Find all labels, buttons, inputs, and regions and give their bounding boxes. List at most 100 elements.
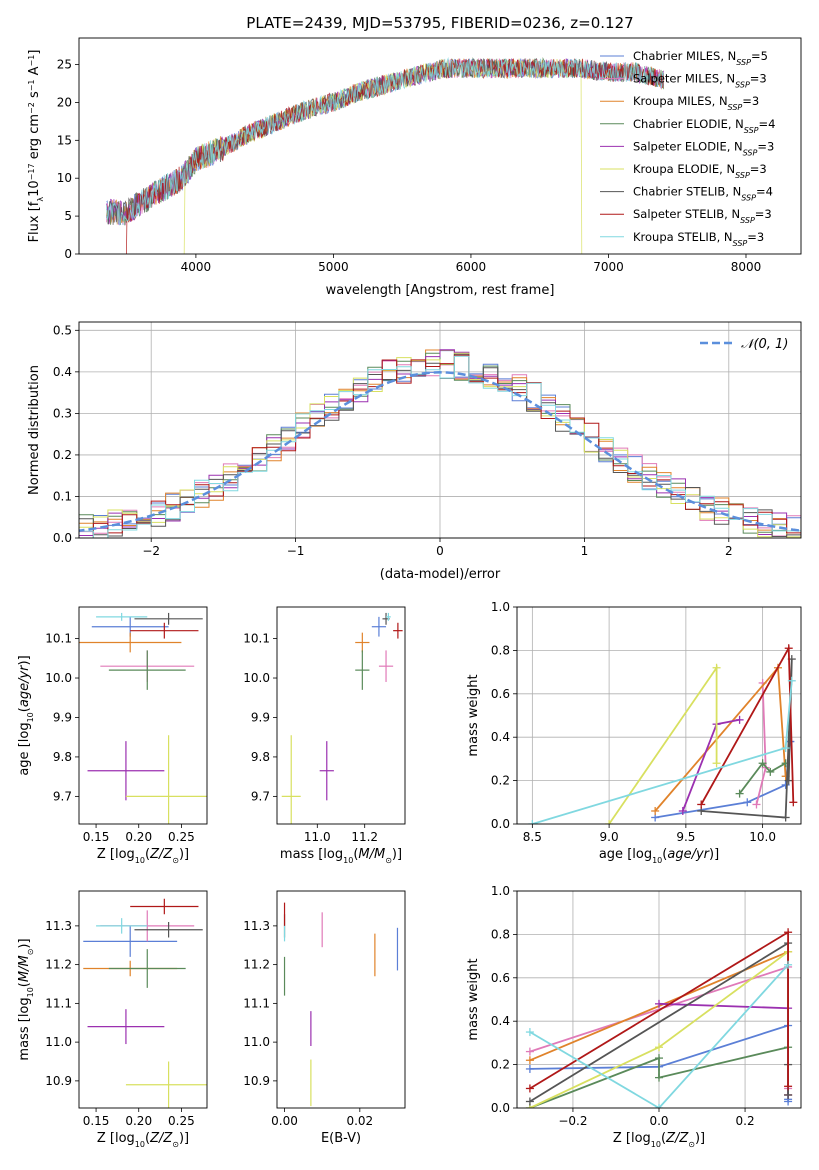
residuals-ytick-label: 0.5: [53, 323, 72, 337]
weight-vs-z-ytick-label: 0.2: [491, 1058, 510, 1072]
mass-vs-ebv-ytick-label: 11.3: [243, 919, 270, 933]
weight-vs-age-ytick-label: 0.8: [491, 643, 510, 657]
weight-vs-z-ytick-label: 0.0: [491, 1101, 510, 1115]
mass-vs-ebv-xlabel: E(B-V): [321, 1131, 361, 1146]
spectrum-frame: [78, 37, 802, 255]
weight-vs-z-ytick-label: 1.0: [491, 884, 510, 898]
spectrum-series-8: [106, 56, 664, 226]
weight-vs-z-series-3: [529, 1046, 789, 1108]
weight-vs-z-ytick-label: 0.4: [491, 1014, 510, 1028]
weight-vs-age-xtick-label: 8.5: [523, 830, 542, 844]
spectrum-legend-label-1: Salpeter MILES, NSSP=3: [633, 72, 767, 90]
weight-vs-z-ylabel: mass weight: [466, 958, 481, 1040]
age-vs-mass-ytick-label: 10.0: [243, 671, 270, 685]
weight-vs-z-axes: −0.2 0.0 0.2 0.0 0.2 0.4 0.6 0.8 1.0 Z [log10(Z/Z…: [466, 884, 802, 1149]
spectrum-ytick-label: 25: [57, 58, 72, 72]
residuals-legend-label: 𝒩(0, 1): [741, 337, 788, 352]
weight-vs-age-ytick-label: 0.4: [491, 730, 510, 744]
mass-vs-z-xtick-label: 0.20: [125, 1114, 152, 1128]
age-vs-z-ytick-label: 9.9: [53, 710, 72, 724]
weight-vs-age-series-3: [738, 761, 787, 795]
residuals-xlabel: (data-model)/error: [380, 567, 501, 582]
weight-vs-age-frame: [516, 606, 802, 825]
mass-vs-z-ytick-label: 11.3: [45, 919, 72, 933]
age-vs-z-xlabel: Z [log10(Z/Z⊙)]: [97, 847, 189, 865]
mass-vs-ebv-xtick-label: 0.00: [271, 1114, 298, 1128]
mass-vs-z-axes: 0.15 0.20 0.25 10.9 11.0 11.1 11.2 11.3 Z [log10…: [17, 890, 208, 1149]
residuals-plot-area: [79, 349, 801, 538]
spectrum-xtick-label: 5000: [318, 260, 349, 274]
weight-vs-age-xtick-label: 9.0: [600, 830, 619, 844]
mass-vs-z-ytick-label: 11.1: [45, 996, 72, 1010]
residuals-xtick-label: 0: [436, 544, 444, 558]
age-vs-mass-xlabel: mass [log10(M/M⊙)]: [280, 847, 402, 865]
spectrum-legend-label-6: Chabrier STELIB, NSSP=4: [633, 185, 773, 203]
spectrum-xtick-label: 8000: [731, 260, 762, 274]
residuals-hist-8: [79, 355, 801, 538]
weight-vs-age-ylabel: mass weight: [466, 674, 481, 756]
weight-vs-z-xlabel: Z [log10(Z/Z⊙)]: [613, 1131, 705, 1149]
mass-vs-z-ytick-label: 11.0: [45, 1035, 72, 1049]
weight-vs-z-ytick-label: 0.6: [491, 971, 510, 985]
residuals-ytick-label: 0.4: [53, 365, 72, 379]
spectrum-legend-label-8: Kroupa STELIB, NSSP=3: [633, 230, 764, 248]
age-vs-mass-xtick-label: 11.2: [351, 830, 378, 844]
age-vs-mass-ytick-label: 9.7: [251, 789, 270, 803]
weight-vs-age-ytick-label: 0.6: [491, 687, 510, 701]
mass-vs-ebv-xtick-label: 0.02: [346, 1114, 373, 1128]
age-vs-mass-ytick-label: 10.1: [243, 632, 270, 646]
mass-vs-z-frame: [78, 890, 208, 1109]
mass-vs-z-xtick-label: 0.25: [168, 1114, 195, 1128]
spectrum-plot-area: [106, 56, 664, 254]
mass-vs-z-plot-area: [83, 898, 207, 1108]
spectrum-ytick-label: 0: [64, 247, 72, 261]
mass-vs-ebv-ytick-label: 10.9: [243, 1074, 270, 1088]
age-vs-z-xtick-label: 0.15: [83, 830, 110, 844]
weight-vs-age-ytick-label: 0.0: [491, 817, 510, 831]
age-vs-mass-plot-area: [281, 612, 403, 824]
age-vs-z-ytick-label: 9.7: [53, 789, 72, 803]
weight-vs-age-xtick-label: 10.0: [749, 830, 776, 844]
weight-vs-z-xtick-label: −0.2: [558, 1114, 587, 1128]
residuals-xtick-label: 2: [725, 544, 733, 558]
age-vs-z-frame: [78, 606, 208, 825]
residuals-ytick-label: 0.1: [53, 489, 72, 503]
spectrum-xlabel: wavelength [Angstrom, rest frame]: [326, 283, 555, 298]
weight-vs-age-ytick-label: 1.0: [491, 600, 510, 614]
residuals-xtick-label: −2: [142, 544, 160, 558]
weight-vs-z-frame: [516, 890, 802, 1109]
spectrum-ytick-label: 15: [57, 133, 72, 147]
residuals-ylabel: Normed distribution: [27, 365, 42, 495]
spectrum-legend-label-5: Kroupa ELODIE, NSSP=3: [633, 162, 767, 180]
age-vs-z-xtick-label: 0.20: [125, 830, 152, 844]
age-vs-z-axes: 0.15 0.20 0.25 9.7 9.8 9.9 10.0 10.1 Z [log10(Z/…: [17, 606, 208, 865]
age-vs-z-ylabel: age [log10(age/yr)]: [17, 655, 35, 775]
residuals-axes: −2 −1 0 1 2 0.0 0.1 0.2 0.3 0.4 0.5 𝒩(0, 1) (data-mo…: [27, 321, 802, 582]
weight-vs-age-xtick-label: 9.5: [676, 830, 695, 844]
residuals-ytick-label: 0.2: [53, 448, 72, 462]
residuals-ytick-label: 0.0: [53, 531, 72, 545]
mass-vs-z-xtick-label: 0.15: [83, 1114, 110, 1128]
weight-vs-age-plot-area: [528, 644, 798, 824]
age-vs-z-ytick-label: 10.0: [45, 671, 72, 685]
spectrum-xtick-label: 7000: [593, 260, 624, 274]
spectrum-xtick-label: 6000: [456, 260, 487, 274]
chart-layer: 4000 5000 6000 7000 80000510152025wavelength…: [17, 37, 802, 1149]
spectrum-ytick-label: 20: [57, 95, 72, 109]
weight-vs-age-ytick-label: 0.2: [491, 774, 510, 788]
mass-vs-ebv-axes: 0.00 0.02 10.9 11.0 11.1 11.2 11.3 E(B-V): [243, 890, 406, 1146]
age-vs-mass-ytick-label: 9.9: [251, 710, 270, 724]
age-vs-mass-xtick-label: 11.0: [304, 830, 331, 844]
age-vs-z-plot-area: [79, 612, 207, 824]
age-vs-z-ytick-label: 10.1: [45, 632, 72, 646]
spectrum-axes: 4000 5000 6000 7000 8000 0 5 10 15 20 25 wavelength…: [27, 37, 802, 298]
mass-vs-ebv-ytick-label: 11.1: [243, 996, 270, 1010]
spectrum-ytick-label: 10: [57, 171, 72, 185]
mass-vs-z-ytick-label: 10.9: [45, 1074, 72, 1088]
residuals-ytick-label: 0.3: [53, 406, 72, 420]
spectrum-legend-label-2: Kroupa MILES, NSSP=3: [633, 94, 759, 112]
weight-vs-age-xlabel: age [log10(age/yr)]: [599, 847, 719, 865]
mass-vs-ebv-ytick-label: 11.0: [243, 1035, 270, 1049]
residuals-xtick-label: 1: [581, 544, 589, 558]
mass-vs-z-ylabel: mass [log10(M/M⊙)]: [17, 938, 35, 1060]
